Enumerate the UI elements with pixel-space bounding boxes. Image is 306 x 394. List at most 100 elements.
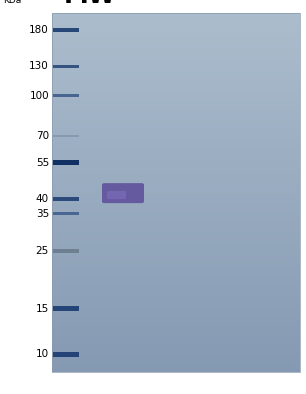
Bar	[52, 228, 300, 229]
Bar	[52, 81, 300, 82]
Bar	[52, 26, 300, 27]
Bar	[52, 107, 300, 108]
Bar	[52, 165, 300, 166]
Bar	[52, 34, 300, 35]
Bar	[52, 54, 300, 55]
Bar	[52, 82, 300, 83]
Bar	[52, 64, 300, 65]
Bar	[52, 110, 300, 112]
Bar	[52, 274, 300, 275]
Bar	[52, 100, 300, 101]
Text: 10: 10	[36, 349, 49, 359]
Bar	[52, 124, 300, 125]
Bar	[52, 367, 300, 368]
Bar	[52, 173, 300, 174]
Bar	[52, 292, 300, 293]
Bar	[52, 98, 300, 99]
Bar	[52, 60, 300, 61]
Bar	[52, 146, 300, 147]
Bar	[52, 40, 300, 41]
Bar	[52, 271, 300, 272]
Bar	[52, 129, 300, 130]
Bar	[53, 212, 79, 215]
Bar	[52, 353, 300, 354]
Bar	[52, 207, 300, 208]
Text: 35: 35	[36, 208, 49, 219]
Bar	[52, 75, 300, 76]
Bar	[52, 256, 300, 257]
Bar	[52, 147, 300, 148]
Bar	[52, 72, 300, 73]
Bar	[52, 55, 300, 56]
Bar	[52, 293, 300, 294]
Bar	[52, 41, 300, 42]
Bar	[52, 80, 300, 81]
Bar	[52, 315, 300, 316]
Bar	[52, 58, 300, 59]
Bar	[52, 342, 300, 343]
Bar	[52, 350, 300, 351]
Bar	[52, 35, 300, 36]
Bar	[52, 285, 300, 286]
Bar	[52, 352, 300, 353]
Bar	[52, 126, 300, 127]
Bar	[52, 314, 300, 315]
Bar	[52, 209, 300, 210]
Bar	[52, 325, 300, 326]
Bar	[52, 21, 300, 22]
Bar	[52, 152, 300, 153]
Bar	[52, 29, 300, 30]
Bar	[52, 135, 300, 136]
Text: 70: 70	[36, 131, 49, 141]
Bar	[52, 360, 300, 361]
Bar	[52, 42, 300, 43]
Bar	[52, 267, 300, 268]
Bar	[52, 304, 300, 305]
Bar	[52, 136, 300, 138]
Bar	[52, 358, 300, 359]
Bar	[52, 47, 300, 48]
Bar	[52, 259, 300, 260]
Bar	[52, 78, 300, 79]
Bar	[52, 151, 300, 152]
Bar	[52, 121, 300, 122]
Bar	[52, 145, 300, 146]
Bar	[52, 148, 300, 149]
Bar	[52, 74, 300, 75]
Bar	[52, 120, 300, 121]
Bar	[52, 28, 300, 29]
Bar	[52, 322, 300, 323]
Bar	[52, 212, 300, 213]
Text: 25: 25	[36, 246, 49, 256]
Bar	[52, 169, 300, 170]
Bar	[52, 231, 300, 232]
Bar	[52, 99, 300, 100]
Bar	[52, 194, 300, 195]
Bar	[52, 305, 300, 306]
Bar	[52, 369, 300, 370]
Bar	[52, 290, 300, 291]
Bar	[53, 351, 79, 357]
Bar	[52, 141, 300, 142]
Bar	[52, 125, 300, 126]
Bar	[52, 241, 300, 242]
Bar	[52, 230, 300, 231]
Bar	[52, 286, 300, 287]
Bar	[52, 302, 300, 303]
Bar	[52, 365, 300, 366]
Bar	[52, 117, 300, 118]
Bar	[52, 223, 300, 224]
Bar	[52, 85, 300, 86]
Bar	[52, 182, 300, 183]
Bar	[52, 153, 300, 154]
Bar	[52, 51, 300, 52]
Bar	[53, 249, 79, 253]
Bar	[52, 113, 300, 114]
Bar	[52, 186, 300, 187]
Bar	[52, 134, 300, 135]
Bar	[52, 371, 300, 372]
Bar	[52, 18, 300, 19]
Bar	[52, 203, 300, 204]
Bar	[52, 59, 300, 60]
Bar	[52, 210, 300, 211]
